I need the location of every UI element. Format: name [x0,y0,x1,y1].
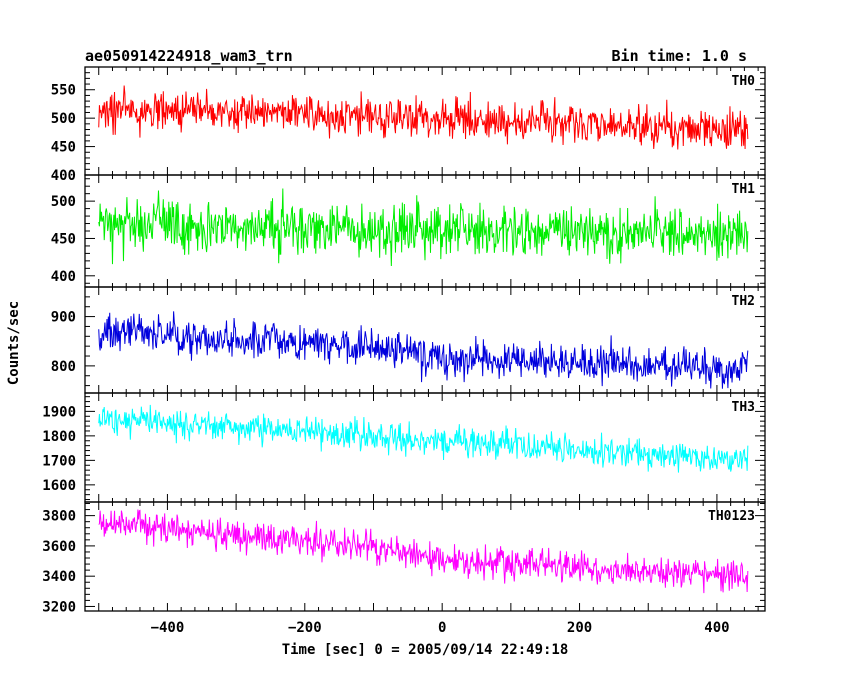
series-line-th1 [98,188,749,267]
x-tick-label: 0 [438,620,446,636]
panel-th1: 400 450 500 TH1 [51,174,766,288]
y-tick-label: 900 [51,310,76,326]
y-tick-label: 400 [51,269,76,285]
x-tick-labels: −400 −200 0 200 400 [151,620,730,636]
series-line-th2 [98,311,749,389]
y-tick-label: 3800 [42,509,76,525]
x-tick-label: −200 [288,620,322,636]
x-axis-title: Time [sec] 0 = 2005/09/14 22:49:18 [282,642,569,658]
panel-label-th1: TH1 [732,182,756,197]
y-tick-label: 500 [51,111,76,127]
panel-label-th3: TH3 [732,400,755,415]
y-tick-label: 400 [51,168,76,184]
y-tick-label: 3600 [42,539,76,555]
panels-group: 400 450 500 550 TH0 400 450 500 TH1 800 900 TH2 1600… [42,66,766,615]
y-tick-label: 450 [51,140,76,156]
y-tick-label: 500 [51,194,76,210]
chart-subtitle: Bin time: 1.0 s [612,47,747,65]
y-tick-label: 3200 [42,599,76,615]
y-tick-label: 1600 [42,478,76,494]
x-tick-label: 400 [704,620,729,636]
series-line-th0 [98,85,749,150]
y-tick-label: 800 [51,359,76,375]
panel-frame [84,501,766,612]
y-tick-label: 3400 [42,569,76,585]
chart-title: ae050914224918_wam3_trn [85,47,293,65]
y-tick-label: 1700 [42,453,76,469]
panel-th3: 1600 1700 1800 1900 TH3 [42,392,766,503]
x-tick-label: 200 [567,620,592,636]
y-axis-title: Counts/sec [6,301,22,385]
panel-th0123: 3200 3400 3600 3800 TH0123 [42,501,766,615]
y-tick-label: 550 [51,83,76,99]
y-tick-label: 450 [51,231,76,247]
panel-label-th0: TH0 [732,74,756,89]
y-tick-label: 1900 [42,404,76,420]
x-tick-label: −400 [151,620,185,636]
panel-th0: 400 450 500 550 TH0 [51,66,766,184]
panel-label-th2: TH2 [732,294,755,309]
series-line-th3 [98,404,749,473]
series-line-th0123 [98,509,749,594]
y-tick-label: 1800 [42,429,76,445]
panel-label-th0123: TH0123 [708,509,755,524]
panel-th2: 800 900 TH2 [51,286,766,394]
